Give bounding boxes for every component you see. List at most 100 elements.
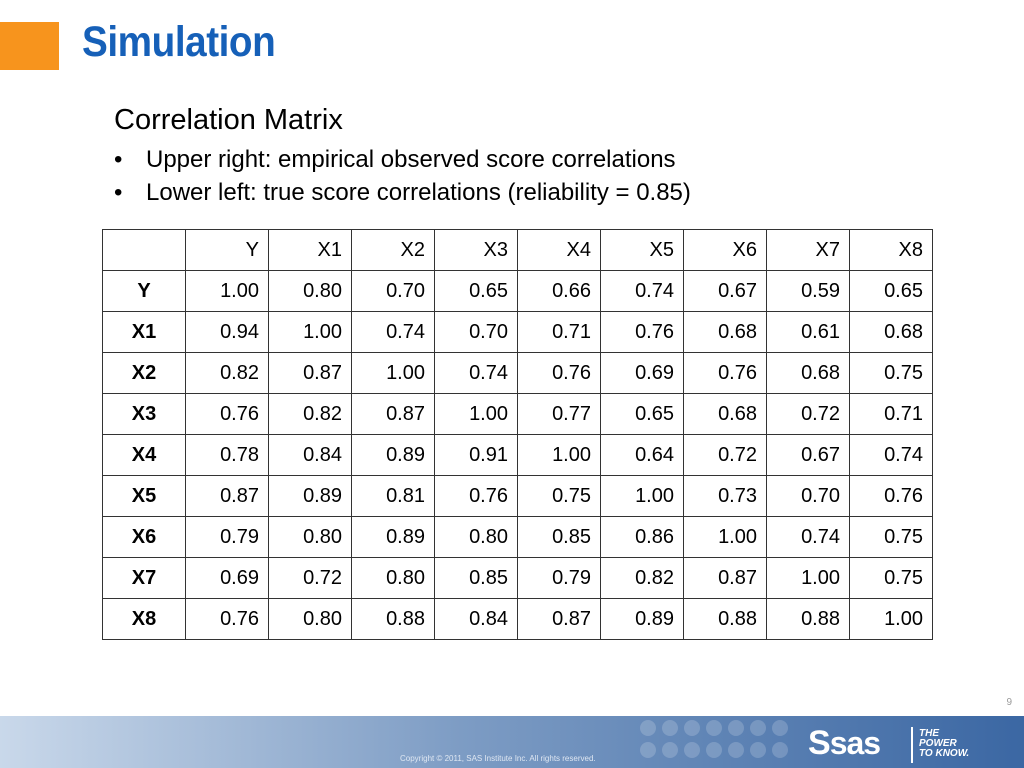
table-cell: 0.91	[434, 434, 518, 476]
table-cell: 0.88	[766, 598, 850, 640]
table-cell: 1.00	[849, 598, 933, 640]
table-row: X7 0.69 0.72 0.80 0.85 0.79 0.82 0.87 1.00 0.75	[102, 557, 933, 599]
table-row: X6 0.79 0.80 0.89 0.80 0.85 0.86 1.00 0.74 0.75	[102, 516, 933, 558]
table-cell: 0.84	[268, 434, 352, 476]
table-cell: 1.00	[268, 311, 352, 353]
row-header: X4	[102, 434, 186, 476]
table-cell: 0.89	[600, 598, 684, 640]
table-cell: 0.59	[766, 270, 850, 312]
table-cell: 0.84	[434, 598, 518, 640]
table-cell: 0.71	[517, 311, 601, 353]
table-row: Y 1.00 0.80 0.70 0.65 0.66 0.74 0.67 0.59 0.65	[102, 270, 933, 312]
table-cell: 0.75	[849, 516, 933, 558]
table-cell: 0.80	[434, 516, 518, 558]
table-cell: 0.82	[185, 352, 269, 394]
table-cell: 0.68	[683, 393, 767, 435]
accent-square	[0, 22, 59, 70]
table-cell: 0.72	[683, 434, 767, 476]
corner-cell	[102, 229, 186, 271]
table-cell: 0.76	[600, 311, 684, 353]
table-cell: 0.67	[683, 270, 767, 312]
table-row: X8 0.76 0.80 0.88 0.84 0.87 0.89 0.88 0.88 1.00	[102, 598, 933, 640]
table-cell: 0.85	[517, 516, 601, 558]
bullet-dot: •	[114, 146, 123, 173]
table-cell: 0.68	[766, 352, 850, 394]
table-cell: 0.89	[351, 434, 435, 476]
sas-logo-text: sas	[829, 725, 881, 761]
slide-title: Simulation	[82, 18, 276, 66]
table-cell: 0.87	[683, 557, 767, 599]
table-cell: 0.73	[683, 475, 767, 517]
row-header: X6	[102, 516, 186, 558]
table-cell: 0.65	[600, 393, 684, 435]
table-cell: 0.71	[849, 393, 933, 435]
table-cell: 1.00	[600, 475, 684, 517]
table-cell: 0.86	[600, 516, 684, 558]
table-cell: 0.70	[766, 475, 850, 517]
table-cell: 0.88	[351, 598, 435, 640]
table-cell: 0.65	[434, 270, 518, 312]
table-cell: 0.72	[766, 393, 850, 435]
table-cell: 0.77	[517, 393, 601, 435]
table-cell: 0.85	[434, 557, 518, 599]
table-cell: 0.89	[268, 475, 352, 517]
table-cell: 0.87	[351, 393, 435, 435]
table-cell: 1.00	[683, 516, 767, 558]
table-cell: 0.67	[766, 434, 850, 476]
logo-divider	[911, 727, 913, 763]
bullet-list: • Upper right: empirical observed score c…	[114, 143, 691, 209]
copyright-text: Copyright © 2011, SAS Institute Inc. All…	[400, 754, 596, 763]
table-cell: 0.76	[517, 352, 601, 394]
table-cell: 1.00	[185, 270, 269, 312]
correlation-matrix-table: Y X1 X2 X3 X4 X5 X6 X7 X8 Y 1.00 0.80 0.70 0.65 0.66 0…	[102, 229, 933, 640]
table-cell: 0.82	[600, 557, 684, 599]
sas-logo-s: S	[808, 724, 831, 762]
row-header: X5	[102, 475, 186, 517]
table-cell: 0.76	[185, 598, 269, 640]
table-cell: 1.00	[766, 557, 850, 599]
row-header: X8	[102, 598, 186, 640]
table-cell: 0.61	[766, 311, 850, 353]
table-cell: 0.75	[849, 557, 933, 599]
table-cell: 0.79	[517, 557, 601, 599]
table-cell: 1.00	[434, 393, 518, 435]
table-row: X5 0.87 0.89 0.81 0.76 0.75 1.00 0.73 0.70 0.76	[102, 475, 933, 517]
column-header: Y	[185, 229, 269, 271]
table-cell: 0.70	[434, 311, 518, 353]
table-cell: 0.72	[268, 557, 352, 599]
table-cell: 0.76	[434, 475, 518, 517]
table-cell: 0.79	[185, 516, 269, 558]
table-cell: 0.75	[849, 352, 933, 394]
table-cell: 0.87	[185, 475, 269, 517]
table-header-row: Y X1 X2 X3 X4 X5 X6 X7 X8	[102, 229, 933, 271]
table-cell: 0.87	[517, 598, 601, 640]
column-header: X3	[434, 229, 518, 271]
table-cell: 0.74	[849, 434, 933, 476]
bullet-dot: •	[114, 179, 123, 206]
subtitle: Correlation Matrix	[114, 104, 343, 136]
table-cell: 0.65	[849, 270, 933, 312]
table-cell: 0.75	[517, 475, 601, 517]
table-cell: 0.80	[268, 598, 352, 640]
tagline: THE POWER TO KNOW.	[919, 729, 969, 759]
tagline-line: TO KNOW.	[919, 748, 970, 759]
table-row: X2 0.82 0.87 1.00 0.74 0.76 0.69 0.76 0.68 0.75	[102, 352, 933, 394]
bullet-text: Upper right: empirical observed score co…	[146, 146, 676, 173]
table-cell: 0.76	[683, 352, 767, 394]
table-cell: 0.80	[268, 516, 352, 558]
footer-bar	[0, 716, 1024, 768]
table-cell: 0.87	[268, 352, 352, 394]
table-cell: 0.68	[683, 311, 767, 353]
table-cell: 0.94	[185, 311, 269, 353]
column-header: X5	[600, 229, 684, 271]
table-cell: 0.74	[351, 311, 435, 353]
table-cell: 0.76	[849, 475, 933, 517]
page-number: 9	[1006, 697, 1012, 708]
bullet-item: • Upper right: empirical observed score c…	[114, 143, 691, 176]
table-cell: 0.81	[351, 475, 435, 517]
table-cell: 0.76	[185, 393, 269, 435]
column-header: X1	[268, 229, 352, 271]
column-header: X2	[351, 229, 435, 271]
table-cell: 1.00	[351, 352, 435, 394]
tagline-line: THE	[919, 728, 939, 739]
